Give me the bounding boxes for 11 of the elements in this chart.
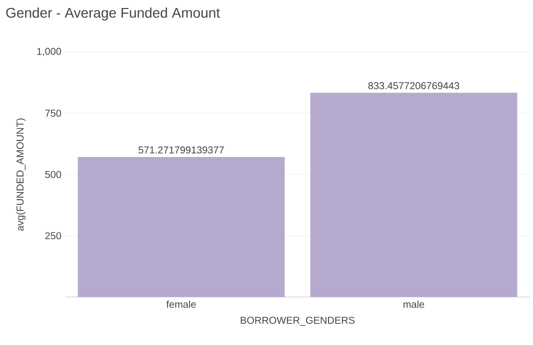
data-label: 571.271799139377: [138, 146, 224, 154]
y-tick-label: 250: [45, 232, 62, 240]
data-label: 833.4577206769443: [368, 82, 460, 90]
x-axis-title: BORROWER_GENDERS: [240, 316, 355, 326]
x-tick-label: male: [404, 300, 424, 308]
y-tick-label: 750: [45, 110, 62, 117]
y-tick-label: 500: [45, 170, 62, 178]
chart-title: Gender - Average Funded Amount: [6, 7, 220, 21]
y-axis-title: avg(FUNDED_AMOUNT): [16, 118, 26, 231]
y-tick-label: 1,000: [37, 48, 62, 56]
x-tick-label: female: [166, 300, 196, 308]
